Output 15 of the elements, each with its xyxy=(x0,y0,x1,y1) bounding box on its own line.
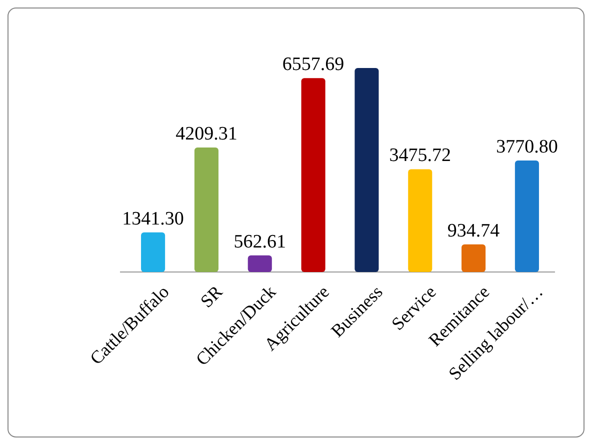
data-label: 934.74 xyxy=(447,220,500,242)
data-label: 6557.69 xyxy=(282,54,344,76)
data-label: 562.61 xyxy=(234,231,286,252)
bar xyxy=(462,244,486,272)
bar xyxy=(248,255,272,272)
data-label: 3770.80 xyxy=(496,136,558,158)
data-label: 4209.31 xyxy=(176,124,238,145)
bar xyxy=(301,78,326,272)
bar xyxy=(354,68,379,272)
bar xyxy=(194,148,218,272)
bar xyxy=(408,169,432,272)
bar xyxy=(141,232,166,272)
data-label: 1341.30 xyxy=(122,208,184,230)
data-label: 3475.72 xyxy=(389,145,451,166)
bar xyxy=(514,160,539,272)
